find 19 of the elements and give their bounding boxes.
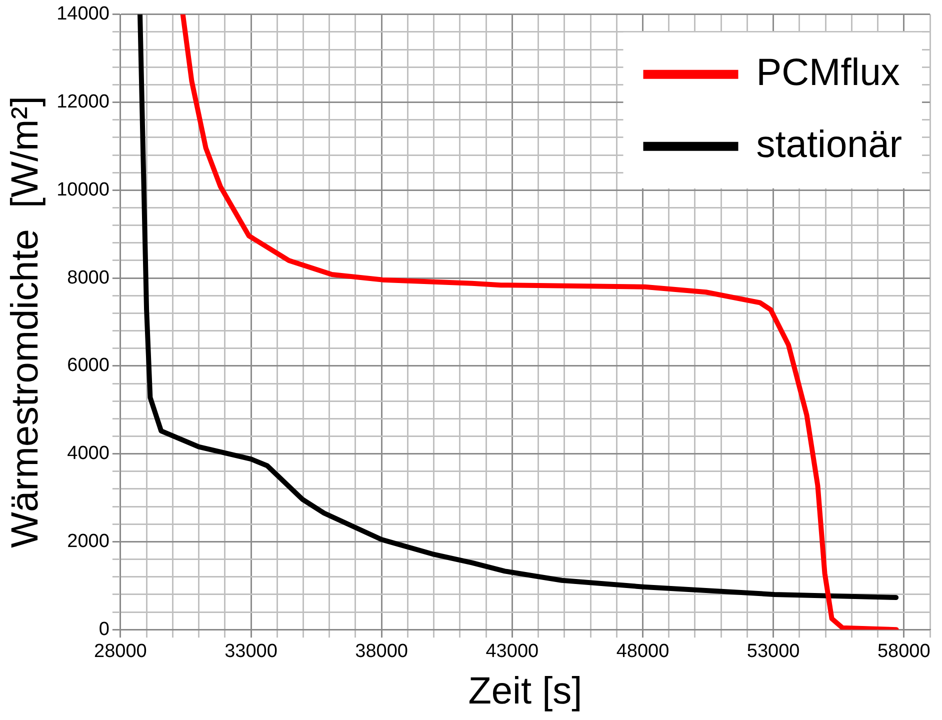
y-tick-label: 14000 bbox=[56, 4, 110, 25]
legend-label: stationär bbox=[756, 124, 902, 166]
y-tick-label: 8000 bbox=[67, 267, 110, 288]
y-tick-label: 0 bbox=[98, 618, 110, 640]
y-tick-label: 4000 bbox=[67, 443, 110, 464]
y-tick-label: 10000 bbox=[56, 179, 110, 200]
y-tick-label: 6000 bbox=[67, 355, 110, 376]
y-tick-label: 12000 bbox=[56, 92, 110, 113]
legend-label: PCMflux bbox=[756, 52, 900, 94]
x-tick-label: 58000 bbox=[877, 641, 930, 662]
x-axis-title: Zeit [s] bbox=[468, 670, 582, 713]
x-tick-label: 53000 bbox=[746, 641, 800, 662]
x-tick-label: 38000 bbox=[355, 641, 408, 662]
x-tick-label: 48000 bbox=[616, 641, 670, 662]
x-tick-label: 28000 bbox=[94, 641, 147, 662]
x-tick-label: 43000 bbox=[486, 641, 539, 662]
y-tick-label: 2000 bbox=[67, 530, 110, 552]
x-tick-label: 33000 bbox=[224, 641, 278, 662]
y-axis-title: Wärmestromdichte [W/m²] bbox=[4, 96, 46, 548]
